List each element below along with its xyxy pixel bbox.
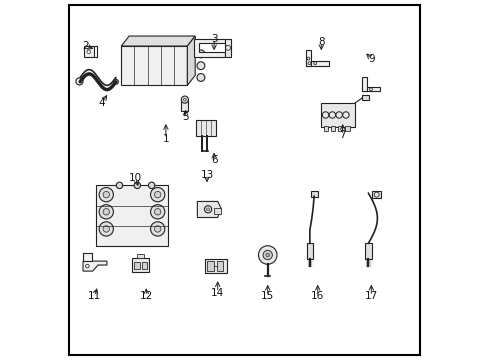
Bar <box>142 262 147 269</box>
Bar <box>216 261 223 271</box>
Bar <box>121 46 187 85</box>
Bar <box>96 185 167 246</box>
Bar <box>371 192 380 198</box>
Text: 8: 8 <box>317 37 324 48</box>
Circle shape <box>150 204 164 219</box>
Text: 14: 14 <box>211 288 224 297</box>
Bar <box>84 46 94 58</box>
Bar <box>132 258 149 272</box>
Bar <box>305 50 310 66</box>
Circle shape <box>154 226 161 232</box>
Text: 12: 12 <box>140 291 153 301</box>
Circle shape <box>150 222 164 236</box>
Bar <box>337 126 342 131</box>
Circle shape <box>103 208 109 215</box>
Polygon shape <box>83 261 107 271</box>
Text: 11: 11 <box>88 291 101 301</box>
Bar <box>83 253 92 261</box>
Text: 13: 13 <box>200 170 213 180</box>
Bar <box>305 62 328 66</box>
Circle shape <box>99 188 113 202</box>
Bar <box>323 126 327 131</box>
Text: 2: 2 <box>82 41 89 51</box>
Circle shape <box>76 78 83 85</box>
Text: 10: 10 <box>129 173 142 183</box>
Bar <box>365 243 371 259</box>
Bar <box>362 87 379 91</box>
Text: 4: 4 <box>98 98 105 108</box>
Circle shape <box>150 188 164 202</box>
Bar <box>330 126 335 131</box>
Bar <box>362 77 366 91</box>
Bar <box>362 95 368 100</box>
Polygon shape <box>197 202 221 217</box>
Text: 17: 17 <box>364 291 377 301</box>
Polygon shape <box>121 36 195 46</box>
Circle shape <box>197 50 204 58</box>
Bar <box>134 262 140 269</box>
Polygon shape <box>187 36 195 85</box>
Circle shape <box>113 79 118 84</box>
Text: 5: 5 <box>182 112 188 122</box>
Text: 7: 7 <box>339 130 346 140</box>
Text: 16: 16 <box>310 291 324 301</box>
Bar <box>224 39 231 57</box>
Bar <box>310 192 318 197</box>
Text: 15: 15 <box>261 291 274 301</box>
Circle shape <box>148 182 155 189</box>
Circle shape <box>258 246 276 264</box>
Circle shape <box>183 98 186 101</box>
Bar <box>214 207 221 214</box>
Circle shape <box>154 208 161 215</box>
Circle shape <box>197 73 204 81</box>
Bar <box>181 100 188 111</box>
Circle shape <box>99 204 113 219</box>
Circle shape <box>154 192 161 198</box>
Circle shape <box>197 62 204 69</box>
Bar <box>321 103 354 127</box>
Circle shape <box>99 222 113 236</box>
Bar <box>345 126 349 131</box>
Circle shape <box>181 96 188 103</box>
Circle shape <box>103 192 109 198</box>
Bar <box>136 253 143 258</box>
Bar <box>207 261 213 271</box>
Bar <box>306 243 312 259</box>
Circle shape <box>116 182 122 189</box>
Text: 1: 1 <box>163 134 169 144</box>
Bar <box>196 120 216 136</box>
Circle shape <box>265 253 269 257</box>
Circle shape <box>206 208 209 211</box>
Circle shape <box>263 250 272 260</box>
Circle shape <box>134 182 140 189</box>
Text: 6: 6 <box>210 156 217 165</box>
Polygon shape <box>194 39 224 57</box>
Text: 3: 3 <box>210 34 217 44</box>
Text: 9: 9 <box>367 54 374 64</box>
Bar <box>205 258 226 273</box>
Circle shape <box>103 226 109 232</box>
